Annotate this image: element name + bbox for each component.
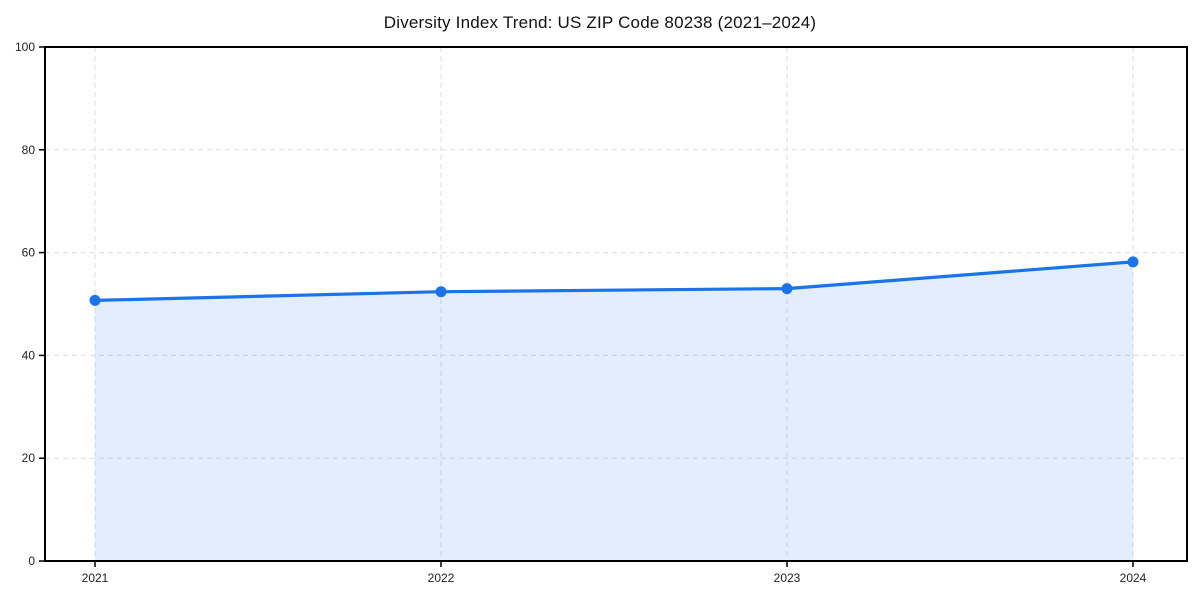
- x-axis-tick-label: 2023: [774, 571, 801, 585]
- y-axis-tick-label: 60: [22, 246, 36, 260]
- plot-box-spines: [44, 46, 1188, 562]
- chart-title: Diversity Index Trend: US ZIP Code 80238…: [383, 13, 817, 32]
- data-point-marker-2023: [781, 283, 793, 295]
- y-axis-tick-label: 80: [22, 143, 36, 157]
- area-fill: [95, 261, 1133, 561]
- trend-line: [93, 260, 1135, 302]
- data-point-marker-2024: [1127, 256, 1139, 268]
- y-axis-tick-label: 20: [22, 451, 36, 465]
- x-axis-tick-label: 2021: [82, 571, 109, 585]
- y-axis-tick-label: 40: [22, 348, 36, 362]
- y-axis-tick-label: 0: [28, 554, 35, 568]
- data-point-marker-2021: [89, 294, 101, 306]
- x-axis-tick-label: 2022: [428, 571, 455, 585]
- data-point-marker-2022: [435, 286, 447, 298]
- x-axis-tick-label: 2024: [1120, 571, 1147, 585]
- y-axis-tick-label: 100: [15, 40, 35, 54]
